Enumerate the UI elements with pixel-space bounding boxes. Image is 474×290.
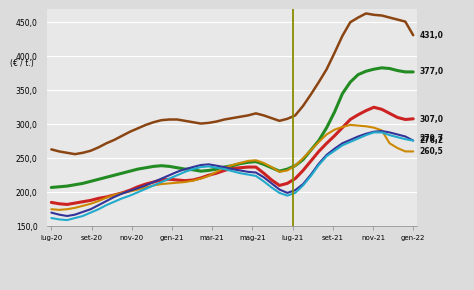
Text: 276,2: 276,2: [419, 136, 444, 145]
Text: 377,0: 377,0: [419, 67, 444, 76]
Text: 260,5: 260,5: [419, 146, 443, 156]
Text: 307,0: 307,0: [419, 115, 444, 124]
Text: 279,7: 279,7: [419, 133, 444, 143]
Text: 431,0: 431,0: [419, 31, 443, 40]
Y-axis label: (€ / t.): (€ / t.): [9, 59, 33, 68]
